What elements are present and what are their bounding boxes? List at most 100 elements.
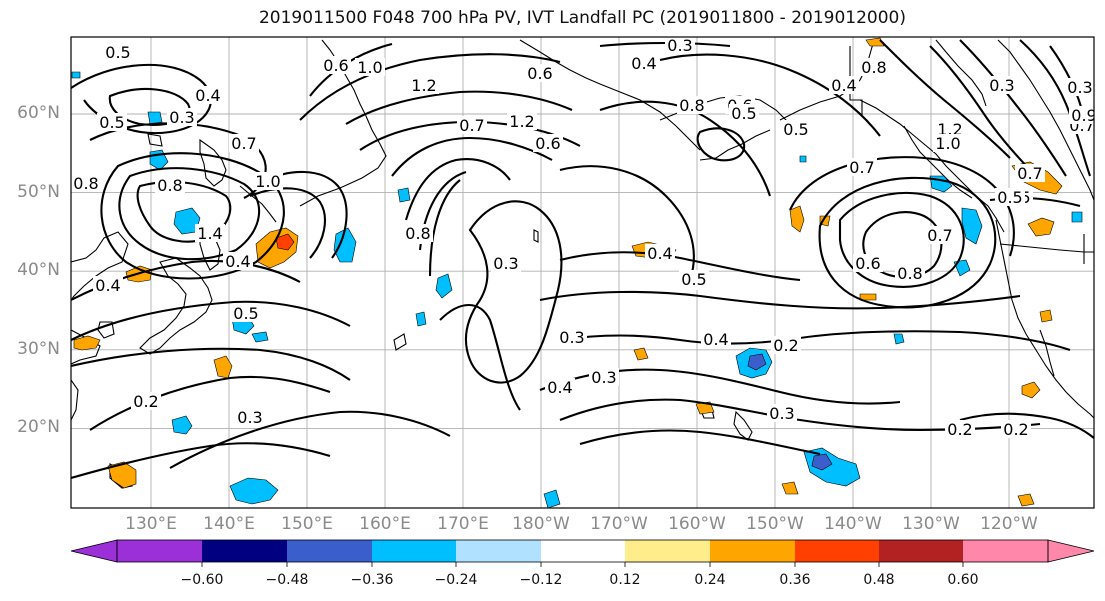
contour-label: 1.4 bbox=[197, 224, 222, 243]
contour-label-bg bbox=[97, 113, 127, 131]
positive-region bbox=[789, 205, 805, 233]
colorbar-swatch bbox=[710, 540, 795, 562]
contour-label: 0.4 bbox=[703, 330, 728, 349]
contour-label-bg bbox=[1001, 420, 1031, 438]
contour-label: 0.5 bbox=[105, 43, 130, 62]
negative-region bbox=[543, 489, 561, 508]
contour-label-bg bbox=[895, 264, 925, 282]
contour-labels: 0.50.30.40.50.6 1.01.20.30.40.60.80.60.7 1… bbox=[71, 36, 1094, 439]
contour-label-bg bbox=[235, 408, 265, 426]
contour-label-bg bbox=[853, 254, 883, 272]
positive-region bbox=[1039, 309, 1053, 323]
map-title: 2019011500 F048 700 hPa PV, IVT Landfall… bbox=[258, 8, 906, 28]
longitude-label: 160°E bbox=[359, 514, 411, 534]
positive-region bbox=[213, 355, 233, 379]
contour-label: 0.7 bbox=[849, 158, 874, 177]
contour-label-bg bbox=[229, 134, 259, 152]
colorbar-swatch bbox=[287, 540, 372, 562]
colorbar-swatch bbox=[541, 540, 625, 562]
negative-core bbox=[811, 453, 833, 471]
colorbar-tick-label: −0.24 bbox=[434, 572, 478, 588]
colorbar-extend-min bbox=[70, 539, 118, 563]
negative-region bbox=[953, 259, 971, 277]
pv-contours bbox=[71, 39, 1094, 480]
contour-label-bg bbox=[155, 176, 185, 194]
colorbar-swatch bbox=[202, 540, 287, 562]
contour-label: 0.5 bbox=[997, 188, 1022, 207]
colorbar-swatch bbox=[963, 540, 1048, 562]
map-panel bbox=[71, 37, 1094, 508]
contour-label: 0.3 bbox=[237, 408, 262, 427]
colorbar-tick-label: −0.12 bbox=[519, 572, 563, 588]
contour-label-bg bbox=[131, 392, 161, 410]
contour-label: 0.5 bbox=[99, 113, 124, 132]
longitude-label: 140°W bbox=[824, 514, 882, 534]
contour-label-bg bbox=[253, 172, 283, 190]
contour-label: 0.2 bbox=[1003, 420, 1028, 439]
positive-region bbox=[1017, 493, 1035, 507]
positive-core bbox=[275, 233, 295, 251]
longitude-label: 120°W bbox=[980, 514, 1038, 534]
contour-label-bg bbox=[355, 58, 385, 76]
colorbar-swatch bbox=[117, 540, 202, 562]
contour-label: 0.4 bbox=[547, 378, 572, 397]
contour-label: 0.5 bbox=[731, 104, 756, 123]
contour-label-bg bbox=[409, 76, 439, 94]
contour-label: 0.7 bbox=[231, 134, 256, 153]
longitude-label: 130°W bbox=[902, 514, 960, 534]
contour-label: 0.5 bbox=[783, 120, 808, 139]
contour-label: 0.3 bbox=[667, 36, 692, 55]
contour-label-bg bbox=[701, 330, 731, 348]
longitude-label: 130°E bbox=[125, 514, 177, 534]
contour-label-bg bbox=[533, 134, 563, 152]
contour-label-bg bbox=[557, 328, 587, 346]
contour-label: 0.3 bbox=[989, 76, 1014, 95]
contour-label: 0.4 bbox=[631, 54, 656, 73]
negative-region bbox=[147, 111, 163, 125]
contour-label: 0.2 bbox=[773, 336, 798, 355]
colorbar-tick-label: 0.24 bbox=[694, 572, 726, 588]
contour-label-bg bbox=[525, 64, 555, 82]
contour-label-bg bbox=[767, 404, 797, 422]
longitude-label: 180°W bbox=[512, 514, 570, 534]
colorbar-tick-label: −0.48 bbox=[265, 572, 309, 588]
latitude-label: 20°N bbox=[17, 417, 60, 438]
contour-label: 1.0 bbox=[935, 134, 960, 153]
contour-label: 0.8 bbox=[679, 96, 704, 115]
colorbar-tick-label: −0.60 bbox=[180, 572, 224, 588]
contour-label: 0.8 bbox=[73, 174, 98, 193]
colorbar-tick-label: 0.36 bbox=[779, 572, 811, 588]
colorbar-swatch bbox=[795, 540, 879, 562]
positive-region bbox=[1021, 381, 1041, 399]
contour-label-bg bbox=[1069, 106, 1094, 124]
contour-label: 0.5 bbox=[681, 270, 706, 289]
contour-label-bg bbox=[1065, 78, 1094, 96]
contour-label-bg bbox=[995, 188, 1025, 206]
latitude-label: 40°N bbox=[17, 260, 60, 281]
contour-label: 0.8 bbox=[897, 264, 922, 283]
shaded-regions bbox=[71, 37, 1083, 508]
contour-label: 0.8 bbox=[157, 176, 182, 195]
contour-label: 1.2 bbox=[509, 112, 534, 131]
contour-label: 0.6 bbox=[527, 64, 552, 83]
contour-label-bg bbox=[457, 116, 487, 134]
colorbar-tick-label: 0.60 bbox=[947, 572, 979, 588]
contour-label: 0.3 bbox=[559, 328, 584, 347]
positive-region bbox=[107, 461, 137, 489]
contour-label: 0.3 bbox=[591, 368, 616, 387]
colorbar bbox=[70, 539, 1095, 567]
contour-label-bg bbox=[223, 252, 253, 270]
contour-label: 0.4 bbox=[225, 252, 250, 271]
colorbar-tick-label: 0.48 bbox=[863, 572, 895, 588]
contour-label-bg bbox=[1015, 164, 1045, 182]
contour-label-bg bbox=[729, 104, 759, 122]
colorbar-swatch bbox=[456, 540, 541, 562]
contour-label: 0.4 bbox=[831, 76, 856, 95]
contour-label-bg bbox=[781, 120, 811, 138]
contour-label-bg bbox=[491, 254, 521, 272]
positive-region bbox=[73, 335, 101, 351]
longitude-label: 170°W bbox=[590, 514, 648, 534]
contour-label-bg bbox=[679, 270, 709, 288]
contour-label-bg bbox=[859, 58, 889, 76]
